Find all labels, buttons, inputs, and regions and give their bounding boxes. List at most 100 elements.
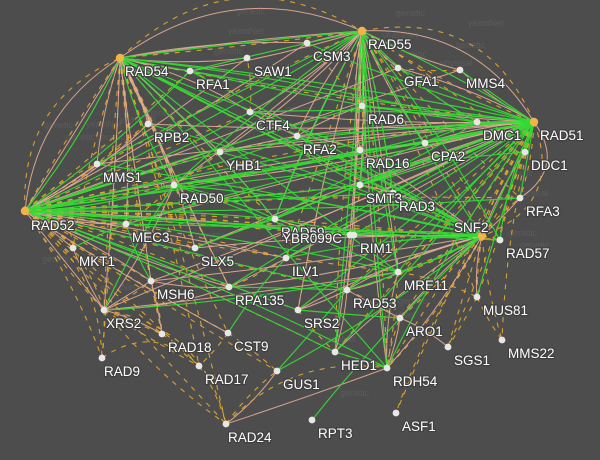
graph-node-dmc1[interactable] xyxy=(473,118,481,126)
edge xyxy=(198,332,229,367)
node-label-ctf4: CTF4 xyxy=(256,118,290,133)
edge xyxy=(361,30,394,194)
graph-node-msh6[interactable] xyxy=(147,277,155,285)
edge xyxy=(24,210,348,291)
edge xyxy=(173,151,221,186)
watermark-label: yeastNet xyxy=(380,310,416,320)
graph-node-aro1[interactable] xyxy=(396,314,404,322)
graph-node-rad53[interactable] xyxy=(343,286,351,294)
graph-node-rad55[interactable] xyxy=(357,26,367,36)
graph-node-rad3[interactable] xyxy=(389,189,397,197)
edge xyxy=(361,30,535,123)
node-label-rad52: RAD52 xyxy=(31,218,75,233)
watermark-label: genetic xyxy=(504,168,534,178)
graph-node-sgs1[interactable] xyxy=(444,343,452,351)
edge xyxy=(361,30,399,273)
graph-node-smt3[interactable] xyxy=(356,181,364,189)
graph-node-mre11[interactable] xyxy=(394,268,402,276)
graph-node-rad24[interactable] xyxy=(222,420,230,428)
graph-node-cst9[interactable] xyxy=(224,329,232,337)
edge xyxy=(24,210,348,291)
graph-node-rad59[interactable] xyxy=(271,215,279,223)
graph-node-mkt1[interactable] xyxy=(69,244,77,252)
edge xyxy=(285,235,483,259)
graph-node-rdh54[interactable] xyxy=(383,364,391,372)
watermark-label: physical xyxy=(234,160,267,170)
edge xyxy=(119,30,363,59)
edge xyxy=(150,235,483,282)
edge xyxy=(227,257,287,334)
graph-node-cpa2[interactable] xyxy=(421,139,429,147)
graph-node-rfa3[interactable] xyxy=(516,194,524,202)
node-label-mkt1: MKT1 xyxy=(79,254,115,269)
graph-node-slx5[interactable] xyxy=(191,244,199,252)
edge xyxy=(119,57,191,72)
graph-node-rad17[interactable] xyxy=(195,362,203,370)
graph-node-rpb2[interactable] xyxy=(144,120,152,128)
node-label-cst9: CST9 xyxy=(234,339,269,354)
graph-node-rad9[interactable] xyxy=(98,354,106,362)
edge xyxy=(296,121,535,137)
edge xyxy=(24,192,394,212)
edge xyxy=(119,57,130,225)
graph-node-ilv1[interactable] xyxy=(282,254,290,262)
edge xyxy=(475,235,483,298)
graph-node-mms4[interactable] xyxy=(456,66,464,74)
node-label-rdh54: RDH54 xyxy=(393,374,438,389)
graph-node-gfa1[interactable] xyxy=(394,64,402,72)
graph-node-rad6[interactable] xyxy=(358,102,366,110)
graph-node-mms22[interactable] xyxy=(498,336,506,344)
graph-node-ddc1[interactable] xyxy=(521,148,529,156)
graph-node-rpt3[interactable] xyxy=(308,416,316,424)
graph-node-rad51[interactable] xyxy=(529,117,539,127)
edge xyxy=(189,30,363,72)
graph-node-mus81[interactable] xyxy=(473,293,481,301)
node-layer[interactable] xyxy=(20,26,539,428)
graph-node-saw1[interactable] xyxy=(243,54,251,62)
graph-node-hed1[interactable] xyxy=(331,348,339,356)
edge xyxy=(476,121,535,298)
graph-node-asf1[interactable] xyxy=(392,409,400,417)
graph-node-rad54[interactable] xyxy=(115,53,125,63)
graph-node-rad18[interactable] xyxy=(158,330,166,338)
graph-node-mec3[interactable] xyxy=(122,220,130,228)
node-label-rad3: RAD3 xyxy=(399,199,435,214)
graph-node-snf2[interactable] xyxy=(477,231,487,241)
node-label-layer: RAD54 RFA1 SAW1 CSM3 RAD55 GFA1 MMS4 RPB2 CTF4 RA… xyxy=(30,36,585,446)
graph-node-yhb1[interactable] xyxy=(216,148,224,156)
edge xyxy=(24,210,230,288)
edge xyxy=(24,111,251,212)
edge xyxy=(249,109,535,123)
edge xyxy=(72,247,105,311)
edge xyxy=(361,30,399,273)
graph-node-xrs2[interactable] xyxy=(100,306,108,314)
edge xyxy=(189,70,483,237)
graph-node-gus1[interactable] xyxy=(273,367,281,375)
edge xyxy=(24,57,121,212)
graph-node-rpa135[interactable] xyxy=(225,283,233,291)
graph-node-rad16[interactable] xyxy=(356,146,364,154)
graph-node-rim1[interactable] xyxy=(350,231,358,239)
edge xyxy=(173,30,363,186)
node-label-rad9: RAD9 xyxy=(104,364,140,379)
watermark-label: genetic xyxy=(398,296,428,306)
graph-node-mms1[interactable] xyxy=(93,160,101,168)
graph-node-rad52[interactable] xyxy=(20,206,30,216)
graph-node-csm3[interactable] xyxy=(303,39,311,47)
watermark-label: physical xyxy=(516,188,549,198)
edge xyxy=(219,30,363,153)
edge xyxy=(119,57,478,123)
graph-node-rfa1[interactable] xyxy=(186,67,194,75)
graph-node-rad57[interactable] xyxy=(496,236,504,244)
edge xyxy=(361,30,535,123)
edge xyxy=(103,309,163,335)
edge xyxy=(334,30,363,353)
graph-node-rfa2[interactable] xyxy=(293,132,301,140)
watermark-label: genetic xyxy=(520,240,550,250)
graph-node-ctf4[interactable] xyxy=(246,108,254,116)
graph-node-srs2[interactable] xyxy=(294,306,302,314)
edge xyxy=(24,70,191,212)
graph-node-rad50[interactable] xyxy=(170,181,178,189)
